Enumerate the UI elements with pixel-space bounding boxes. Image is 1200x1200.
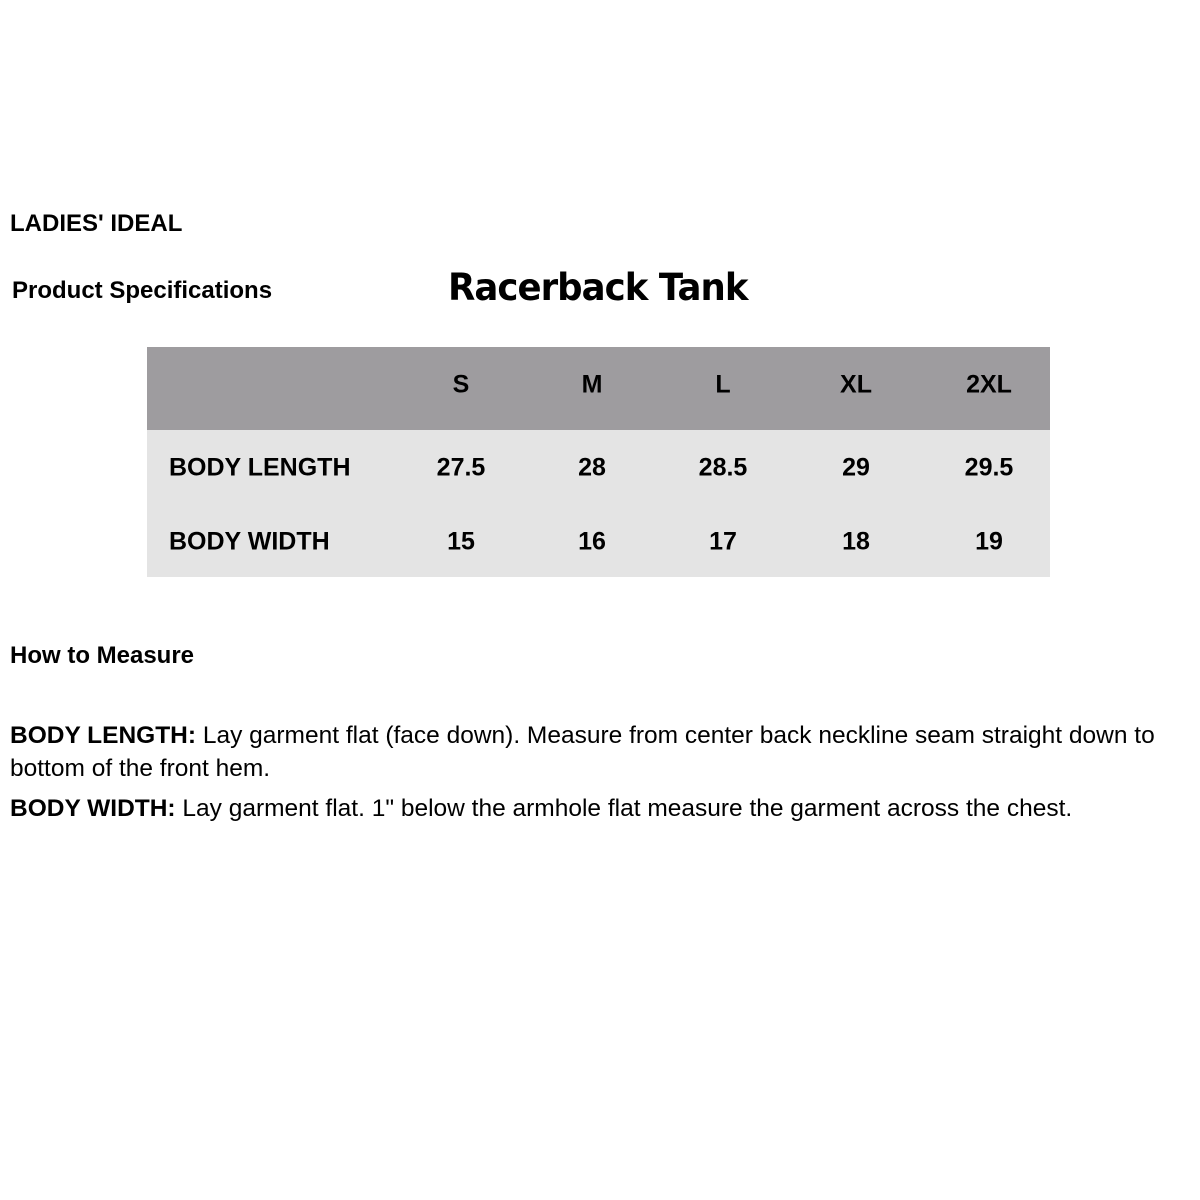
table-cell: 29.5 xyxy=(964,453,1014,482)
size-header-l: L xyxy=(715,370,731,399)
instruction-text: Lay garment flat. 1" below the armhole f… xyxy=(175,795,1073,822)
table-cell: 19 xyxy=(975,527,1003,556)
instruction-text: Lay garment flat (face down). Measure fr… xyxy=(10,722,1155,782)
row-label: BODY WIDTH xyxy=(169,527,330,556)
product-title: Racerback Tank xyxy=(448,266,748,309)
size-chart-table: S M L XL 2XL BODY LENGTH 27.5 28 28.5 29… xyxy=(147,347,1050,577)
table-cell: 17 xyxy=(709,527,737,556)
table-cell: 16 xyxy=(578,527,606,556)
size-header-2xl: 2XL xyxy=(966,370,1012,399)
size-header-s: S xyxy=(452,370,470,399)
brand-label: LADIES' IDEAL xyxy=(10,210,183,237)
table-cell: 28 xyxy=(578,453,606,482)
instruction-term: BODY WIDTH: xyxy=(10,795,176,822)
how-to-measure-heading: How to Measure xyxy=(10,642,195,669)
table-body: BODY LENGTH 27.5 28 28.5 29 29.5 BODY WI… xyxy=(147,430,1050,577)
instruction-term: BODY LENGTH: xyxy=(10,722,197,749)
table-cell: 18 xyxy=(842,527,870,556)
body-length-instruction: BODY LENGTH: Lay garment flat (face down… xyxy=(10,719,1195,785)
row-label: BODY LENGTH xyxy=(169,453,351,482)
table-cell: 27.5 xyxy=(436,453,486,482)
table-header-row: S M L XL 2XL xyxy=(147,347,1050,430)
size-header-xl: XL xyxy=(840,370,872,399)
size-header-m: M xyxy=(581,370,603,399)
table-cell: 29 xyxy=(842,453,870,482)
table-cell: 15 xyxy=(447,527,475,556)
product-specifications-heading: Product Specifications xyxy=(12,277,273,304)
body-width-instruction: BODY WIDTH: Lay garment flat. 1" below t… xyxy=(10,792,1195,825)
table-cell: 28.5 xyxy=(698,453,748,482)
